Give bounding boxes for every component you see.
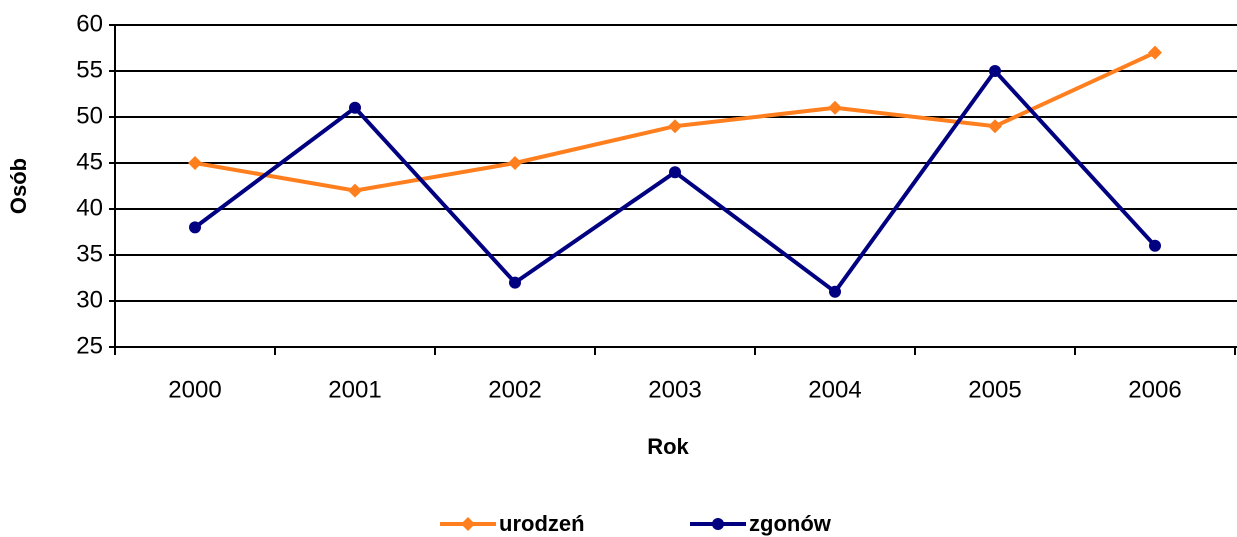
y-tick-label: 50 (76, 102, 103, 129)
y-tick-label: 45 (76, 148, 103, 175)
y-axis-label: Osób (6, 158, 31, 214)
data-point (989, 65, 1001, 77)
series-line (193, 67, 1157, 295)
data-point (509, 276, 521, 289)
y-tick-label: 35 (76, 240, 103, 267)
y-tick-label: 55 (76, 56, 103, 83)
legend-label: urodzeń (499, 511, 585, 536)
x-tick-label: 2002 (488, 376, 541, 403)
data-point (349, 101, 361, 114)
y-tick-label: 25 (76, 332, 103, 359)
legend-label: zgonów (749, 511, 832, 536)
data-point (668, 119, 682, 134)
data-point (988, 119, 1002, 134)
x-tick-label: 2000 (168, 376, 221, 403)
x-tick-label: 2003 (648, 376, 701, 403)
data-point (508, 156, 522, 170)
data-point (828, 100, 842, 115)
x-axis-label: Rok (647, 434, 689, 459)
data-point (188, 156, 202, 170)
data-point (1148, 45, 1162, 60)
legend-marker (712, 518, 724, 530)
data-point (348, 183, 362, 198)
x-tick-label: 2004 (808, 376, 861, 403)
x-tick-label: 2001 (328, 376, 381, 403)
x-tick-label: 2006 (1128, 376, 1181, 403)
x-tick-label: 2005 (968, 376, 1021, 403)
y-tick-label: 30 (76, 286, 103, 313)
data-point (829, 285, 841, 298)
y-tick-label: 60 (76, 10, 103, 37)
data-point (669, 166, 681, 179)
data-point (189, 221, 201, 234)
y-tick-label: 40 (76, 194, 103, 221)
legend-marker (461, 517, 475, 531)
data-point (1149, 239, 1161, 252)
